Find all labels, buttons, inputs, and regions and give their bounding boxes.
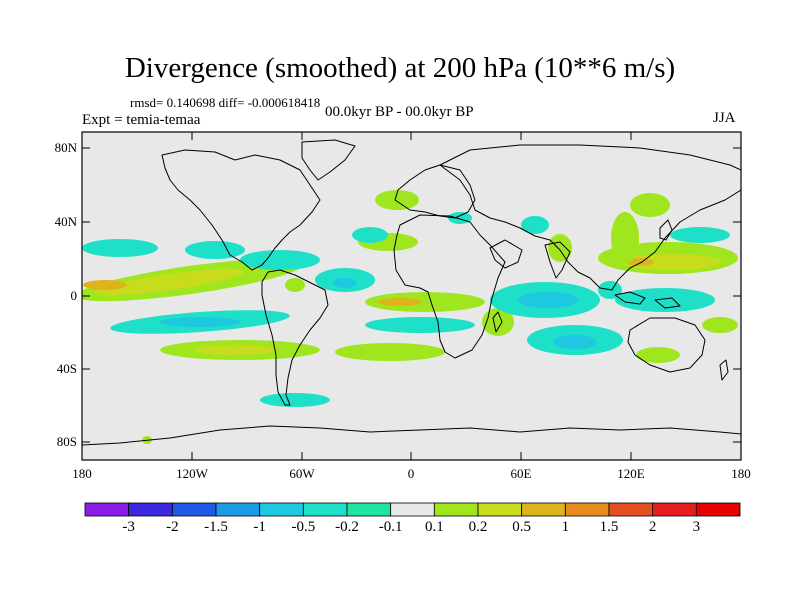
colorbar-swatch [128, 502, 173, 517]
coastline-madagascar [492, 311, 503, 333]
field-patch-positive [636, 347, 680, 363]
field-patch-positive [375, 190, 419, 210]
field-patch-positive [285, 278, 305, 292]
colorbar-swatch [433, 502, 479, 517]
season-label: JJA [713, 110, 736, 126]
colorbar-label: -1.5 [204, 519, 228, 535]
field-patch-positive [195, 345, 275, 355]
field-patch-negative [615, 288, 715, 312]
coastline-new-zealand [719, 359, 729, 381]
field-patch-negative [518, 292, 578, 308]
colorbar-swatch [171, 502, 217, 517]
field-patch-negative [333, 278, 357, 288]
colorbar-label: -0.2 [335, 519, 359, 535]
coastline-australia [627, 317, 706, 373]
experiment-label: Expt = temia-temaa [82, 112, 201, 128]
colorbar-swatch [215, 502, 261, 517]
y-tick-label: 0 [70, 288, 78, 303]
coastline-indonesia [614, 291, 681, 309]
colorbar-swatch [652, 502, 697, 517]
colorbar-swatch [346, 502, 392, 517]
coastline-europe [394, 164, 476, 219]
coastline-africa [393, 214, 506, 359]
colorbar-label: 0.2 [468, 519, 488, 535]
coastlines [82, 139, 741, 446]
colorbar-label: -0.5 [291, 519, 316, 535]
colorbar-swatch [564, 502, 610, 517]
colorbar-swatch [477, 502, 523, 517]
field-patch-negative [160, 317, 240, 327]
colorbar-swatch [521, 502, 566, 517]
coastline-north-america [161, 149, 321, 271]
x-tick-label: 60W [289, 466, 315, 481]
y-tick-label: 40S [56, 361, 77, 376]
y-tick-label: 40N [54, 214, 77, 229]
field-patch-positive [378, 298, 422, 306]
colorbar-label: -1 [253, 519, 266, 535]
x-tick-label: 0 [407, 466, 415, 481]
colorbar-label: -0.1 [378, 519, 403, 535]
colorbar-swatch [390, 502, 435, 517]
field-patch-negative [521, 216, 549, 234]
colorbar-label: -2 [166, 519, 179, 535]
axis-ticks [81, 132, 742, 460]
y-tick-label: 80N [54, 140, 77, 155]
field-patch-positive [626, 258, 654, 266]
x-tick-label: 180 [731, 466, 751, 481]
colorbar-swatch [259, 502, 304, 517]
field-patch-positive [702, 317, 738, 333]
coastline-japan [659, 219, 673, 241]
coastline-south-america [261, 269, 329, 406]
colorbar-swatch [608, 502, 654, 517]
coastline-greenland [301, 139, 356, 181]
field-patch-positive [335, 343, 445, 361]
field-patch-negative [185, 241, 245, 259]
field-patch-negative [670, 227, 730, 243]
field-patch-negative [365, 317, 475, 333]
x-tick-label: 120W [176, 466, 208, 481]
period-label: 00.0kyr BP - 00.0kyr BP [325, 104, 474, 120]
colorbar-label: 0.5 [512, 519, 532, 535]
colorbar-swatch [84, 502, 130, 517]
field-patch-positive [365, 292, 485, 312]
field-patch-positive [95, 268, 245, 296]
x-tick-label: 60E [510, 466, 532, 481]
colorbar-label: 1 [561, 519, 570, 535]
coastline-antarctica [82, 425, 741, 446]
field-patch-negative [240, 250, 320, 270]
field-patch-positive [482, 308, 514, 336]
figure-title: Divergence (smoothed) at 200 hPa (10**6 … [124, 52, 676, 84]
field-patch-negative [352, 227, 388, 243]
colorbar-label: 1.5 [599, 519, 619, 535]
colorbar [84, 502, 741, 517]
field-patch-negative [553, 335, 597, 349]
divergence-field [82, 190, 738, 444]
field-patch-negative [82, 239, 158, 257]
field-patch-positive [611, 212, 639, 264]
colorbar-label: -3 [122, 519, 135, 535]
x-tick-label: 180 [72, 466, 92, 481]
field-patch-positive [548, 234, 572, 262]
coastline-arabia [489, 239, 523, 269]
field-patch-negative [260, 393, 330, 407]
field-patch-positive [83, 280, 127, 290]
stats-text: rmsd= 0.140698 diff= -0.000618418 [130, 95, 321, 110]
colorbar-swatch [695, 502, 741, 517]
y-tick-label: 80S [56, 434, 77, 449]
colorbar-swatch [302, 502, 348, 517]
colorbar-label: 0.1 [424, 519, 444, 535]
x-tick-label: 120E [617, 466, 645, 481]
colorbar-label: 2 [648, 519, 657, 535]
coastline-india [544, 241, 571, 279]
colorbar-label: 3 [692, 519, 701, 535]
field-patch-positive [630, 193, 670, 217]
coastline-asia [439, 144, 741, 291]
